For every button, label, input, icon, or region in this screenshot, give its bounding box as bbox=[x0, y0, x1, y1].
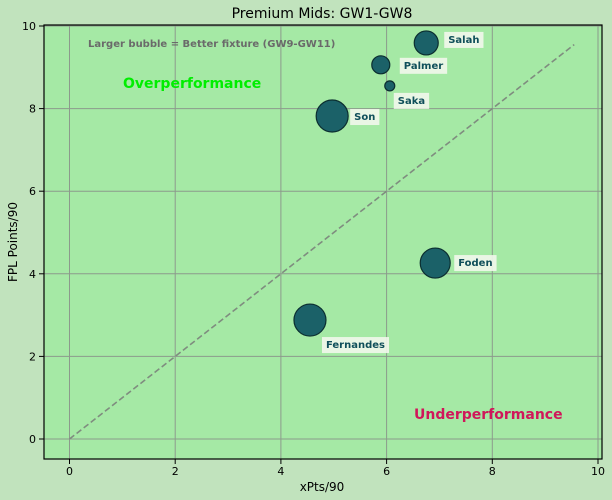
y-tick-label: 6 bbox=[29, 185, 36, 198]
player-label-box bbox=[444, 31, 484, 48]
y-tick-label: 0 bbox=[29, 433, 36, 446]
y-tick-label: 4 bbox=[29, 268, 36, 281]
y-tick-label: 10 bbox=[22, 20, 36, 33]
reference-line bbox=[69, 43, 575, 440]
underperformance-label: Underperformance bbox=[414, 407, 563, 423]
bubble-marker bbox=[293, 303, 327, 337]
player-label: Foden bbox=[458, 258, 492, 269]
x-tick-label: 8 bbox=[489, 465, 496, 478]
player-label: Salah bbox=[448, 35, 479, 46]
bubble-foden: Foden bbox=[419, 247, 497, 279]
player-label-box bbox=[321, 337, 389, 354]
x-tick-label: 0 bbox=[66, 465, 73, 478]
y-axis-label: FPL Points/90 bbox=[6, 202, 20, 282]
x-tick-label: 2 bbox=[172, 465, 179, 478]
x-tick-label: 6 bbox=[383, 465, 390, 478]
y-tick-label: 8 bbox=[29, 103, 36, 116]
axis-ticks: 0 2 4 6 8 10 0 2 4 6 8 10 bbox=[22, 20, 605, 478]
bubble-palmer: Palmer bbox=[371, 55, 448, 75]
plot-frame bbox=[43, 24, 603, 460]
player-label-box bbox=[350, 109, 380, 126]
bubble-marker bbox=[315, 99, 349, 133]
player-label: Fernandes bbox=[326, 340, 385, 351]
x-tick-label: 10 bbox=[591, 465, 605, 478]
player-label: Son bbox=[354, 112, 375, 123]
bubble-marker bbox=[413, 30, 439, 56]
player-label-box bbox=[454, 255, 497, 272]
player-label: Saka bbox=[398, 96, 425, 107]
y-tick-label: 2 bbox=[29, 350, 36, 363]
bubble-son: Son bbox=[315, 99, 380, 133]
player-label-box bbox=[393, 92, 430, 109]
x-axis-label: xPts/90 bbox=[300, 480, 345, 494]
bubble-fernandes: Fernandes bbox=[293, 303, 389, 354]
player-label: Palmer bbox=[404, 61, 443, 72]
x-tick-label: 4 bbox=[277, 465, 284, 478]
bubble-saka: Saka bbox=[384, 80, 430, 109]
bubble-salah: Salah bbox=[413, 30, 484, 56]
bubble-marker bbox=[384, 80, 396, 92]
bubble-marker bbox=[419, 247, 451, 279]
player-label-box bbox=[399, 57, 448, 74]
bubble-size-note: Larger bubble = Better fixture (GW9-GW11… bbox=[88, 39, 335, 50]
overperformance-label: Overperformance bbox=[123, 76, 261, 92]
bubble-marker bbox=[371, 55, 391, 75]
chart-title: Premium Mids: GW1-GW8 bbox=[232, 6, 413, 22]
bubbles: Salah Palmer Saka Son Foden Fernandes bbox=[293, 30, 497, 354]
